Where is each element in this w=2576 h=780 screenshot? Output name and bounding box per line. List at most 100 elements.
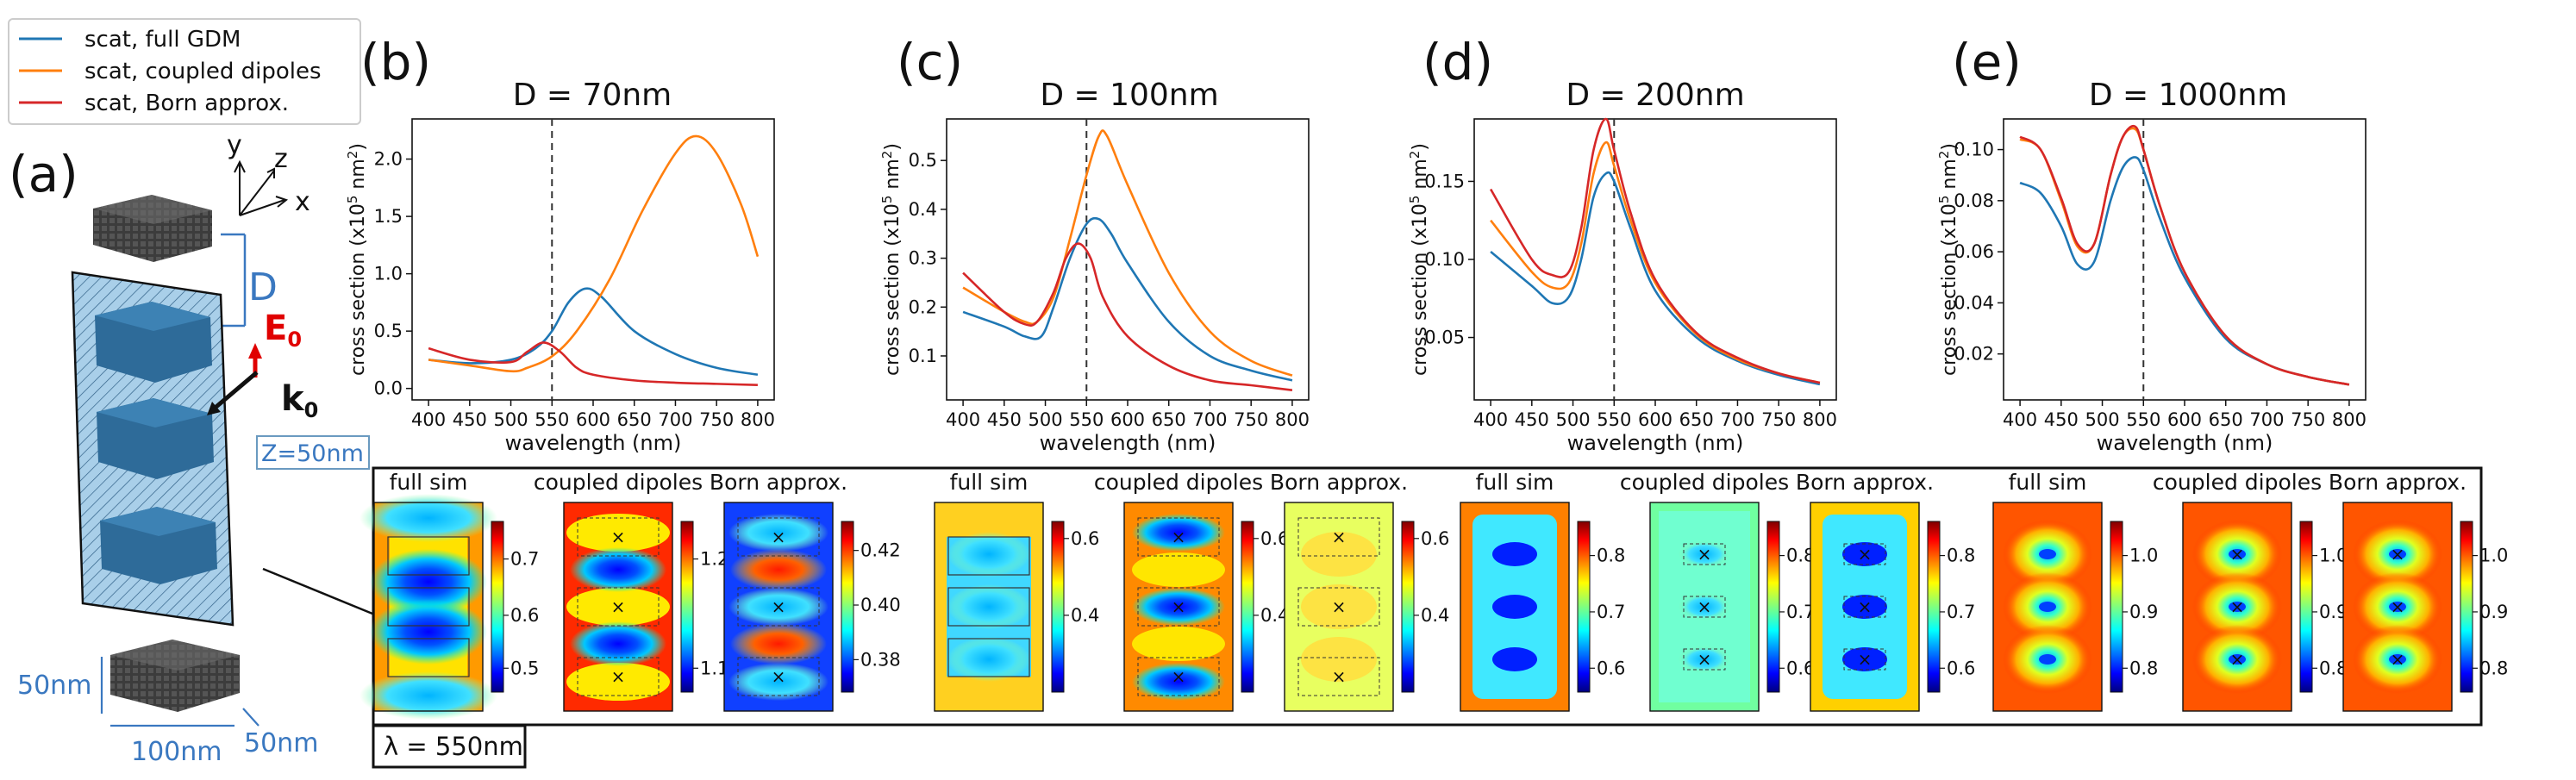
- dipole-marker: ×: [1172, 527, 1186, 547]
- field-map: full sim 0.7 0.6 0.5: [360, 470, 539, 720]
- field-blob: [2229, 602, 2246, 612]
- x-tick-label: 600: [2167, 409, 2202, 430]
- colorbar-tick-label: 0.8: [1947, 546, 1975, 566]
- x-tick-label: 750: [699, 409, 734, 430]
- maps-frame: [372, 466, 2483, 727]
- dipole-marker: ×: [1698, 649, 1712, 670]
- colorbar-tick-label: 0.9: [2479, 602, 2508, 622]
- y-tick-label: 0.10: [1424, 249, 1465, 270]
- field-blob: [570, 621, 666, 666]
- connector-line: [262, 567, 373, 615]
- panel-label: (c): [897, 33, 963, 91]
- legend-label: scat, coupled dipoles: [84, 59, 322, 84]
- colorbar: [2110, 521, 2123, 693]
- y-tick-label: 1.5: [374, 206, 403, 227]
- y-axis-label-part: ): [882, 143, 903, 151]
- x-tick-label: 550: [535, 409, 569, 430]
- colorbar-tick-label: 0.7: [1947, 602, 1975, 622]
- dipole-marker: ×: [2391, 649, 2405, 670]
- particle-outline: [737, 587, 820, 627]
- dipole-marker: ×: [1858, 596, 1873, 617]
- series-line: [962, 216, 1293, 382]
- map-frame: [1284, 502, 1394, 712]
- colorbar: [2299, 521, 2313, 693]
- x-tick-label: 700: [658, 409, 692, 430]
- dipole-marker: ×: [1698, 596, 1712, 617]
- map-frame: [1810, 502, 1920, 712]
- dim-depth-label: 50nm: [244, 728, 318, 758]
- field-blob: [1842, 542, 1887, 566]
- x-tick-label: 550: [2126, 409, 2160, 430]
- y-axis-label-part: 5: [345, 196, 360, 204]
- field-map: Born approx. × × × 1.0 0.9 0.8: [2329, 470, 2508, 712]
- x-tick-label: 700: [2249, 409, 2284, 430]
- map-title: coupled dipoles: [1094, 470, 1263, 495]
- y-tick-label: 0.0: [374, 378, 403, 399]
- field-blob: [2229, 654, 2246, 665]
- y-tick-label: 0.06: [1954, 241, 1994, 262]
- dipole-marker: ×: [611, 527, 626, 547]
- axis-y-label: y: [227, 130, 242, 160]
- colorbar-tick-label: 0.8: [2479, 658, 2508, 678]
- field-map: coupled dipoles×××1.21.1: [534, 470, 728, 712]
- colorbar-tick-label: 1.0: [2479, 546, 2508, 566]
- x-tick-label: 700: [1720, 409, 1754, 430]
- y-tick-label: 0.08: [1954, 190, 1994, 211]
- particle-outline: [1297, 517, 1380, 557]
- x-axis-label: wavelength (nm): [1040, 431, 1216, 455]
- field-blob: [1301, 637, 1377, 682]
- y-tick-label: 0.4: [909, 199, 937, 220]
- map-title: full sim: [1476, 470, 1554, 495]
- legend-entry: scat, full GDM: [19, 27, 241, 53]
- series-line: [428, 341, 758, 387]
- x-tick-label: 550: [1597, 409, 1631, 430]
- dipole-marker: ×: [1332, 527, 1347, 547]
- chart-title: D = 70nm: [513, 78, 672, 113]
- x-tick-label: 800: [741, 409, 775, 430]
- field-blob: [2039, 549, 2056, 559]
- x-tick-label: 400: [946, 409, 980, 430]
- y-tick-label: 0.5: [909, 150, 937, 171]
- y-axis-label-part: nm: [1410, 159, 1431, 195]
- y-axis-label: cross section (x105 nm2): [879, 143, 903, 376]
- y-tick-label: 0.02: [1954, 344, 1994, 365]
- x-arrow-head: [275, 196, 289, 208]
- y-axis-label-part: cross section (x10: [1939, 203, 1960, 376]
- axis-x-label: x: [295, 187, 310, 217]
- schematic: (a) y x z D: [9, 130, 373, 767]
- field-blob: [1301, 532, 1377, 577]
- colorbar-tick-label: 1.0: [2129, 546, 2158, 566]
- particle-outline: [1297, 587, 1380, 627]
- nanoparticle-top: [93, 195, 212, 262]
- x-tick-label: 800: [1275, 409, 1310, 430]
- y-axis-label: cross section (x105 nm2): [1407, 143, 1431, 376]
- field-blob: [2389, 549, 2406, 559]
- particle-outline: [387, 638, 470, 677]
- plot-frame: [946, 118, 1310, 401]
- D-label: D: [248, 265, 278, 309]
- k-label-main: k: [281, 379, 305, 419]
- k-label-sub: 0: [304, 398, 319, 422]
- particle-outline: [1137, 517, 1220, 557]
- x-tick-label: 800: [2332, 409, 2367, 430]
- E-label-sub: 0: [287, 328, 302, 352]
- particle-outline: [577, 657, 660, 696]
- x-tick-label: 600: [576, 409, 610, 430]
- y-axis-label-part: 2: [1936, 151, 1952, 159]
- y-tick-label: 0.1: [909, 346, 937, 366]
- field-blob: [728, 588, 828, 626]
- colorbar-tick-label: 0.8: [2129, 658, 2158, 678]
- y-axis-label-part: ): [1939, 143, 1960, 151]
- particle-outline: [737, 517, 820, 557]
- x-tick-label: 600: [1638, 409, 1673, 430]
- y-tick-label: 0.10: [1954, 140, 1994, 160]
- particle-outline: [737, 657, 820, 696]
- y-tick-label: 0.04: [1954, 292, 1994, 313]
- y-axis-label-part: 2: [1407, 151, 1422, 159]
- k-vector-arrow: [207, 371, 259, 415]
- field-blob: [1132, 552, 1225, 587]
- field-map: Born approx. × × × 0.6 0.4: [1270, 470, 1449, 712]
- series-line: [1490, 171, 1821, 386]
- y-tick-label: 0.5: [374, 321, 403, 341]
